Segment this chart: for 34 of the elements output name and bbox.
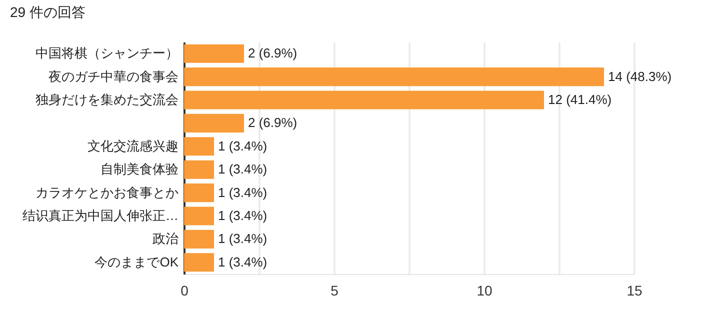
data-label: 2 (6.9%): [248, 115, 298, 130]
data-label: 1 (3.4%): [218, 254, 268, 270]
y-tick-label: カラオケとかお食事とか: [36, 184, 178, 200]
bar: [184, 44, 244, 63]
data-label: 1 (3.4%): [218, 138, 268, 154]
y-tick-label: 政治: [152, 231, 178, 246]
bar: [184, 184, 214, 202]
y-tick-label: 夜のガチ中華の食事会: [48, 68, 178, 84]
y-tick-label: 独身だけを集めた交流会: [36, 92, 178, 107]
data-label: 1 (3.4%): [218, 162, 268, 177]
y-tick-label: 自制美食体验: [100, 162, 178, 177]
data-label: 14 (48.3%): [608, 68, 672, 84]
data-label: 1 (3.4%): [218, 208, 268, 223]
data-label: 1 (3.4%): [218, 231, 268, 246]
bar: [184, 206, 214, 226]
data-label: 2 (6.9%): [248, 46, 298, 61]
bar: [184, 160, 214, 179]
y-tick-label: 中国将棋（シャンチー）: [36, 46, 178, 61]
data-label: 12 (41.4%): [548, 92, 612, 107]
y-tick-label: 结识真正为中国人伸张正…: [22, 208, 178, 223]
x-tick-label: 5: [330, 282, 339, 298]
y-tick-label: 今のままでOK: [94, 254, 179, 270]
bar: [184, 114, 244, 132]
bar: [184, 253, 214, 272]
x-tick-label: 0: [180, 282, 189, 298]
bar: [184, 68, 604, 86]
x-tick-label: 15: [626, 282, 642, 298]
text: 29 件の回答: [10, 4, 86, 20]
bar: [184, 137, 214, 156]
y-tick-label: 文化交流感兴趣: [88, 138, 178, 154]
x-tick-label: 10: [476, 282, 492, 298]
data-label: 1 (3.4%): [218, 184, 268, 200]
bar: [184, 90, 544, 110]
bar: [184, 230, 214, 248]
